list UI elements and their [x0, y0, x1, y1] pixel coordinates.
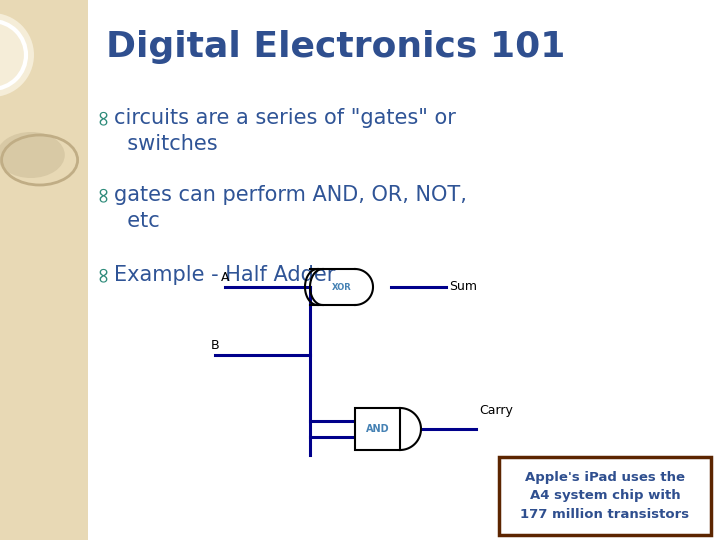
Bar	[0, 0, 88, 540]
Text: ∞: ∞	[92, 264, 112, 282]
Text: ∞: ∞	[92, 184, 112, 202]
Text: circuits are a series of "gates" or
  switches: circuits are a series of "gates" or swit…	[114, 108, 456, 154]
Text: A: A	[221, 271, 229, 284]
Bar	[355, 408, 400, 450]
Text: AND: AND	[366, 424, 390, 434]
Text: gates can perform AND, OR, NOT,
  etc: gates can perform AND, OR, NOT, etc	[114, 185, 467, 232]
Circle shape	[0, 13, 34, 97]
Text: ∞: ∞	[92, 107, 112, 125]
Ellipse shape	[0, 132, 65, 178]
Text: Digital Electronics 101: Digital Electronics 101	[106, 30, 565, 64]
Text: XOR: XOR	[332, 282, 351, 292]
Text: Apple's iPad uses the
A4 system chip with
177 million transistors: Apple's iPad uses the A4 system chip wit…	[521, 470, 690, 522]
Text: B: B	[211, 339, 220, 352]
Text: Example - Half Adder: Example - Half Adder	[114, 265, 336, 285]
Text: Sum: Sum	[449, 280, 477, 294]
Text: Carry: Carry	[479, 404, 513, 417]
FancyBboxPatch shape	[499, 457, 711, 535]
